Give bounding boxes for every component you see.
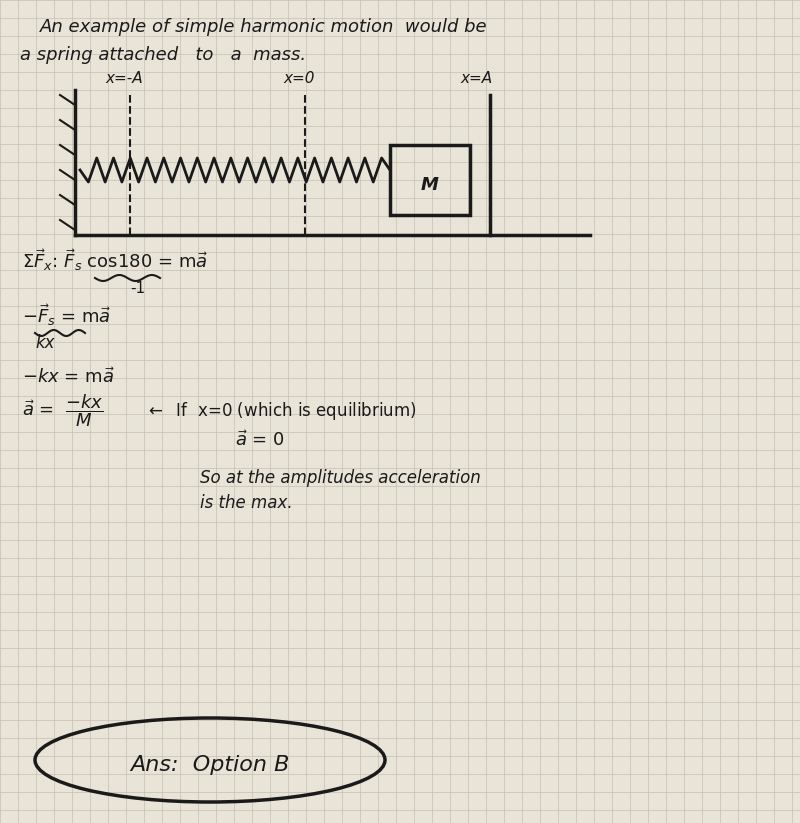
Text: M: M bbox=[421, 176, 439, 194]
Text: $\leftarrow$  If  x=0 (which is equilibrium): $\leftarrow$ If x=0 (which is equilibriu… bbox=[145, 400, 417, 422]
Text: $\vec{a}$ = 0: $\vec{a}$ = 0 bbox=[235, 430, 285, 450]
Bar bbox=[390, 145, 470, 215]
Text: x=0: x=0 bbox=[283, 71, 314, 86]
Text: -1: -1 bbox=[130, 281, 145, 296]
Text: a spring attached   to   a  mass.: a spring attached to a mass. bbox=[20, 46, 306, 64]
Text: x=-A: x=-A bbox=[105, 71, 142, 86]
Text: An example of simple harmonic motion  would be: An example of simple harmonic motion wou… bbox=[40, 18, 488, 36]
Text: is the max.: is the max. bbox=[200, 494, 293, 512]
Text: $\Sigma \vec{F}_x$: $\vec{F}_s$ cos180 = m$\vec{a}$: $\Sigma \vec{F}_x$: $\vec{F}_s$ cos180 =… bbox=[22, 247, 209, 273]
Text: kx: kx bbox=[35, 334, 54, 352]
Text: $-\vec{F}_s$ = m$\vec{a}$: $-\vec{F}_s$ = m$\vec{a}$ bbox=[22, 302, 111, 328]
Text: x=A: x=A bbox=[460, 71, 492, 86]
Text: $\vec{a}$ =  $\dfrac{-kx}{M}$: $\vec{a}$ = $\dfrac{-kx}{M}$ bbox=[22, 393, 103, 429]
Text: So at the amplitudes acceleration: So at the amplitudes acceleration bbox=[200, 469, 481, 487]
Text: $-kx$ = m$\vec{a}$: $-kx$ = m$\vec{a}$ bbox=[22, 367, 115, 387]
Text: Ans:  Option B: Ans: Option B bbox=[130, 755, 290, 775]
